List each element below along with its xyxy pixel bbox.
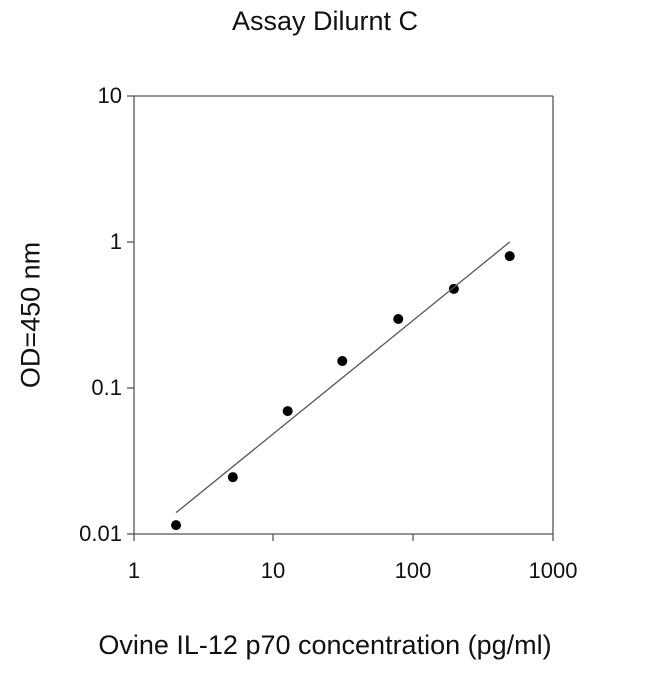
- data-point: [504, 251, 515, 262]
- y-tick-label: 0.01: [79, 521, 122, 546]
- data-point: [282, 406, 293, 417]
- fit-line: [175, 241, 511, 514]
- x-axis-label: Ovine IL-12 p70 concentration (pg/ml): [98, 630, 552, 660]
- data-series: [171, 241, 515, 531]
- data-point: [227, 472, 238, 483]
- data-point: [171, 520, 182, 531]
- plot-frame: [127, 95, 554, 541]
- x-tick-label: 100: [394, 558, 432, 583]
- data-point: [393, 313, 404, 324]
- x-tick-label: 1000: [528, 558, 578, 583]
- x-tick-label: 1: [127, 558, 141, 583]
- y-tick-label: 0.1: [91, 375, 122, 400]
- data-point: [337, 356, 348, 367]
- x-tick-label: 10: [260, 558, 286, 583]
- y-tick-label: 10: [97, 83, 122, 108]
- chart-title: Assay Dilurnt C: [231, 6, 419, 36]
- data-point: [448, 283, 459, 294]
- y-tick-label: 1: [109, 229, 122, 254]
